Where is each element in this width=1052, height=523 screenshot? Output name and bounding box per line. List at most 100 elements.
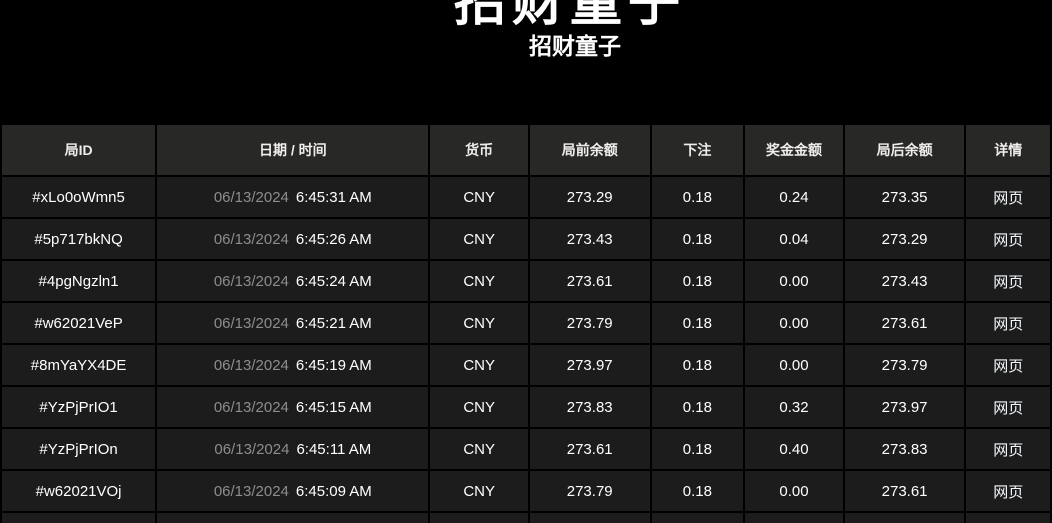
table-row: #YzPjPrIO1 06/13/2024 6:45:15 AM CNY 273.… <box>0 385 1052 429</box>
cell-game-id: #YzPjPrIOn <box>0 427 158 471</box>
cell-bet: 0.18 <box>649 385 746 429</box>
detail-link[interactable]: 网页 <box>993 231 1024 249</box>
table-row: #w62021VOj 06/13/2024 6:45:09 AM CNY 273.… <box>0 469 1052 513</box>
detail-link[interactable]: 网页 <box>993 315 1024 333</box>
date-text: 06/13/2024 <box>213 398 289 416</box>
cell-balance-before: 273.61 <box>527 427 652 471</box>
cell-balance-before: 273.79 <box>527 301 652 345</box>
cell-balance-after: 273.97 <box>842 385 967 429</box>
header-bet: 下注 <box>649 123 746 177</box>
cell-empty <box>0 511 158 523</box>
cell-balance-before: 273.79 <box>527 469 652 513</box>
cell-balance-after: 273.79 <box>842 343 967 387</box>
cell-balance-after: 273.61 <box>842 469 967 513</box>
cell-empty <box>428 511 530 523</box>
table-row: #8mYaYX4DE 06/13/2024 6:45:19 AM CNY 273.… <box>0 343 1052 387</box>
detail-link[interactable]: 网页 <box>993 399 1024 417</box>
time-text: 6:45:31 AM <box>295 188 372 206</box>
cell-empty <box>155 511 431 523</box>
cell-date-time: 06/13/2024 6:45:15 AM <box>155 385 431 429</box>
cell-balance-after: 273.35 <box>842 175 967 219</box>
cell-empty <box>527 511 652 523</box>
cell-balance-after: 273.61 <box>842 301 967 345</box>
cell-date-time: 06/13/2024 6:45:19 AM <box>155 343 431 387</box>
header-currency: 货币 <box>428 123 530 177</box>
cell-bet: 0.18 <box>649 427 746 471</box>
table-row: #YzPjPrIOn 06/13/2024 6:45:11 AM CNY 273.… <box>0 427 1052 471</box>
cell-detail: 网页 <box>964 343 1052 387</box>
cell-game-id: #5p717bkNQ <box>0 217 158 261</box>
header-balance-before: 局前余额 <box>527 123 652 177</box>
cell-game-id: #w62021VeP <box>0 301 158 345</box>
cell-balance-after: 273.83 <box>842 427 967 471</box>
cell-game-id: #w62021VOj <box>0 469 158 513</box>
cell-bet: 0.18 <box>649 175 746 219</box>
cell-empty <box>842 511 967 523</box>
cell-balance-before: 273.29 <box>527 175 652 219</box>
date-text: 06/13/2024 <box>213 230 289 248</box>
cell-game-id: #4pgNgzln1 <box>0 259 158 303</box>
cell-currency: CNY <box>428 175 530 219</box>
cell-win-amount: 0.24 <box>743 175 845 219</box>
cell-currency: CNY <box>428 301 530 345</box>
cell-date-time: 06/13/2024 6:45:24 AM <box>155 259 431 303</box>
date-text: 06/13/2024 <box>213 188 289 206</box>
date-text: 06/13/2024 <box>213 272 289 290</box>
table-row: #w62021VeP 06/13/2024 6:45:21 AM CNY 273.… <box>0 301 1052 345</box>
time-text: 6:45:15 AM <box>295 398 372 416</box>
cell-date-time: 06/13/2024 6:45:26 AM <box>155 217 431 261</box>
time-text: 6:45:19 AM <box>295 356 372 374</box>
date-text: 06/13/2024 <box>213 314 289 332</box>
cell-win-amount: 0.00 <box>743 469 845 513</box>
game-logo: 招财童子 <box>453 0 687 32</box>
cell-win-amount: 0.00 <box>743 343 845 387</box>
table-row-partial <box>0 511 1052 523</box>
header-date-time: 日期 / 时间 <box>155 123 431 177</box>
cell-currency: CNY <box>428 343 530 387</box>
time-text: 6:45:09 AM <box>295 482 372 500</box>
cell-detail: 网页 <box>964 469 1052 513</box>
detail-link[interactable]: 网页 <box>993 357 1024 375</box>
cell-detail: 网页 <box>964 175 1052 219</box>
detail-link[interactable]: 网页 <box>993 189 1024 207</box>
cell-currency: CNY <box>428 385 530 429</box>
cell-detail: 网页 <box>964 259 1052 303</box>
table-row: #4pgNgzln1 06/13/2024 6:45:24 AM CNY 273.… <box>0 259 1052 303</box>
cell-balance-before: 273.43 <box>527 217 652 261</box>
cell-bet: 0.18 <box>649 217 746 261</box>
cell-win-amount: 0.00 <box>743 259 845 303</box>
table-header-row: 局ID 日期 / 时间 货币 局前余额 下注 奖金金额 局后余额 详情 <box>0 123 1052 177</box>
cell-balance-before: 273.83 <box>527 385 652 429</box>
cell-game-id: #8mYaYX4DE <box>0 343 158 387</box>
cell-balance-after: 273.43 <box>842 259 967 303</box>
detail-link[interactable]: 网页 <box>993 441 1024 459</box>
game-history-table: 局ID 日期 / 时间 货币 局前余额 下注 奖金金额 局后余额 详情 #xLo… <box>0 123 1052 523</box>
cell-date-time: 06/13/2024 6:45:31 AM <box>155 175 431 219</box>
cell-detail: 网页 <box>964 301 1052 345</box>
detail-link[interactable]: 网页 <box>993 483 1024 501</box>
cell-currency: CNY <box>428 427 530 471</box>
time-text: 6:45:11 AM <box>296 440 372 458</box>
cell-detail: 网页 <box>964 217 1052 261</box>
cell-detail: 网页 <box>964 385 1052 429</box>
table-row: #5p717bkNQ 06/13/2024 6:45:26 AM CNY 273.… <box>0 217 1052 261</box>
cell-bet: 0.18 <box>649 343 746 387</box>
cell-date-time: 06/13/2024 6:45:09 AM <box>155 469 431 513</box>
cell-date-time: 06/13/2024 6:45:11 AM <box>155 427 431 471</box>
cell-bet: 0.18 <box>649 301 746 345</box>
header-detail: 详情 <box>964 123 1052 177</box>
cell-detail: 网页 <box>964 427 1052 471</box>
cell-game-id: #YzPjPrIO1 <box>0 385 158 429</box>
cell-win-amount: 0.32 <box>743 385 845 429</box>
time-text: 6:45:26 AM <box>295 230 372 248</box>
table-row: #xLo0oWmn5 06/13/2024 6:45:31 AM CNY 273.… <box>0 175 1052 219</box>
cell-game-id: #xLo0oWmn5 <box>0 175 158 219</box>
date-text: 06/13/2024 <box>213 356 289 374</box>
cell-balance-after: 273.29 <box>842 217 967 261</box>
detail-link[interactable]: 网页 <box>993 273 1024 291</box>
header-win-amount: 奖金金额 <box>743 123 845 177</box>
cell-win-amount: 0.00 <box>743 301 845 345</box>
cell-currency: CNY <box>428 217 530 261</box>
cell-win-amount: 0.04 <box>743 217 845 261</box>
